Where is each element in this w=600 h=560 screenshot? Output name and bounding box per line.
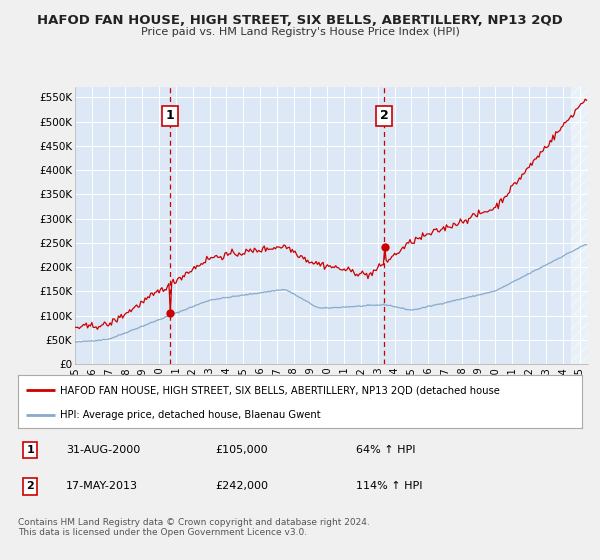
Text: 1: 1: [26, 445, 34, 455]
Text: £105,000: £105,000: [215, 445, 268, 455]
Text: HPI: Average price, detached house, Blaenau Gwent: HPI: Average price, detached house, Blae…: [60, 410, 321, 420]
Text: 31-AUG-2000: 31-AUG-2000: [66, 445, 140, 455]
Text: 17-MAY-2013: 17-MAY-2013: [66, 482, 138, 492]
Bar: [571, 87, 588, 364]
Text: £242,000: £242,000: [215, 482, 268, 492]
Text: 64% ↑ HPI: 64% ↑ HPI: [356, 445, 416, 455]
Text: Price paid vs. HM Land Registry's House Price Index (HPI): Price paid vs. HM Land Registry's House …: [140, 27, 460, 37]
Text: 2: 2: [26, 482, 34, 492]
Text: 1: 1: [166, 109, 175, 123]
Text: Contains HM Land Registry data © Crown copyright and database right 2024.
This d: Contains HM Land Registry data © Crown c…: [18, 518, 370, 538]
Text: HAFOD FAN HOUSE, HIGH STREET, SIX BELLS, ABERTILLERY, NP13 2QD: HAFOD FAN HOUSE, HIGH STREET, SIX BELLS,…: [37, 14, 563, 27]
Text: 2: 2: [380, 109, 389, 123]
Text: HAFOD FAN HOUSE, HIGH STREET, SIX BELLS, ABERTILLERY, NP13 2QD (detached house: HAFOD FAN HOUSE, HIGH STREET, SIX BELLS,…: [60, 385, 500, 395]
Text: 114% ↑ HPI: 114% ↑ HPI: [356, 482, 423, 492]
